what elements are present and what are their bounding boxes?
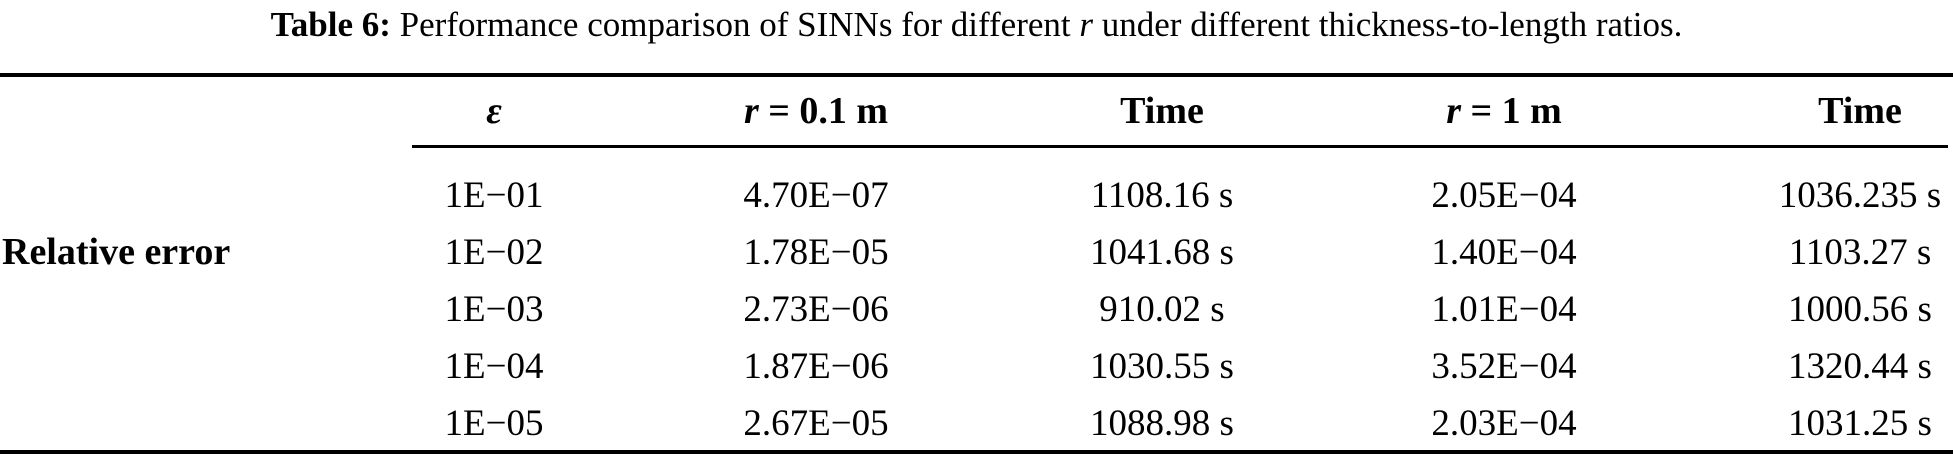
header-time-2: Time xyxy=(1818,90,1902,132)
cell-error-r-1m: 1.40E−04 xyxy=(1431,232,1577,273)
cell-time-2: 1000.56 s xyxy=(1788,289,1932,330)
table-mid-rule xyxy=(412,145,1948,148)
table-row: 1E−03 2.73E−06 910.02 s 1.01E−04 1000.56… xyxy=(0,281,1953,338)
table-header-row: ε r = 0.1 m Time r = 1 m Time xyxy=(0,77,1953,145)
table-row: 1E−05 2.67E−05 1088.98 s 2.03E−04 1031.2… xyxy=(0,395,1953,452)
caption-text-after: under different thickness-to-length rati… xyxy=(1101,5,1683,44)
cell-error-r-0p1m: 2.67E−05 xyxy=(743,403,889,444)
cell-time-1: 1108.16 s xyxy=(1090,175,1234,216)
caption-label: Table 6: xyxy=(270,5,391,44)
cell-time-1: 910.02 s xyxy=(1099,289,1225,330)
cell-time-2: 1036.235 s xyxy=(1778,175,1942,216)
header-r-0p1m-value: = 0.1 m xyxy=(768,90,889,132)
cell-epsilon: 1E−04 xyxy=(444,346,544,387)
table-row: Relative error 1E−02 1.78E−05 1041.68 s … xyxy=(0,224,1953,281)
cell-error-r-1m: 1.01E−04 xyxy=(1431,289,1577,330)
cell-time-2: 1103.27 s xyxy=(1788,232,1932,273)
header-epsilon: ε xyxy=(486,90,502,132)
cell-time-1: 1088.98 s xyxy=(1090,403,1234,444)
header-r-1m-var: r xyxy=(1446,90,1461,132)
table-row: 1E−04 1.87E−06 1030.55 s 3.52E−04 1320.4… xyxy=(0,338,1953,395)
table-caption: Table 6: Performance comparison of SINNs… xyxy=(0,2,1953,48)
table-body: 1E−01 4.70E−07 1108.16 s 2.05E−04 1036.2… xyxy=(0,167,1953,452)
cell-time-2: 1031.25 s xyxy=(1788,403,1932,444)
table-top-rule xyxy=(0,73,1953,77)
cell-epsilon: 1E−05 xyxy=(444,403,544,444)
cell-time-1: 1041.68 s xyxy=(1090,232,1234,273)
cell-error-r-1m: 2.05E−04 xyxy=(1431,175,1577,216)
table-row: 1E−01 4.70E−07 1108.16 s 2.05E−04 1036.2… xyxy=(0,167,1953,224)
cell-error-r-1m: 3.52E−04 xyxy=(1431,346,1577,387)
row-group-label: Relative error xyxy=(2,231,231,273)
header-time-1: Time xyxy=(1120,90,1204,132)
caption-italic-variable: r xyxy=(1079,5,1093,44)
cell-epsilon: 1E−01 xyxy=(444,175,544,216)
cell-error-r-0p1m: 1.78E−05 xyxy=(743,232,889,273)
header-r-1m-value: = 1 m xyxy=(1470,90,1562,132)
cell-error-r-0p1m: 2.73E−06 xyxy=(743,289,889,330)
cell-time-1: 1030.55 s xyxy=(1090,346,1234,387)
cell-time-2: 1320.44 s xyxy=(1788,346,1932,387)
cell-error-r-0p1m: 4.70E−07 xyxy=(743,175,889,216)
header-r-0p1m-var: r xyxy=(743,90,759,132)
caption-text-before: Performance comparison of SINNs for diff… xyxy=(399,5,1071,44)
cell-error-r-0p1m: 1.87E−06 xyxy=(743,346,889,387)
cell-epsilon: 1E−03 xyxy=(444,289,544,330)
table-bottom-rule xyxy=(0,450,1953,454)
cell-epsilon: 1E−02 xyxy=(444,232,544,273)
header-r-0p1m: r = 0.1 m xyxy=(744,77,888,145)
header-r-1m: r = 1 m xyxy=(1446,77,1562,145)
cell-error-r-1m: 2.03E−04 xyxy=(1431,403,1577,444)
